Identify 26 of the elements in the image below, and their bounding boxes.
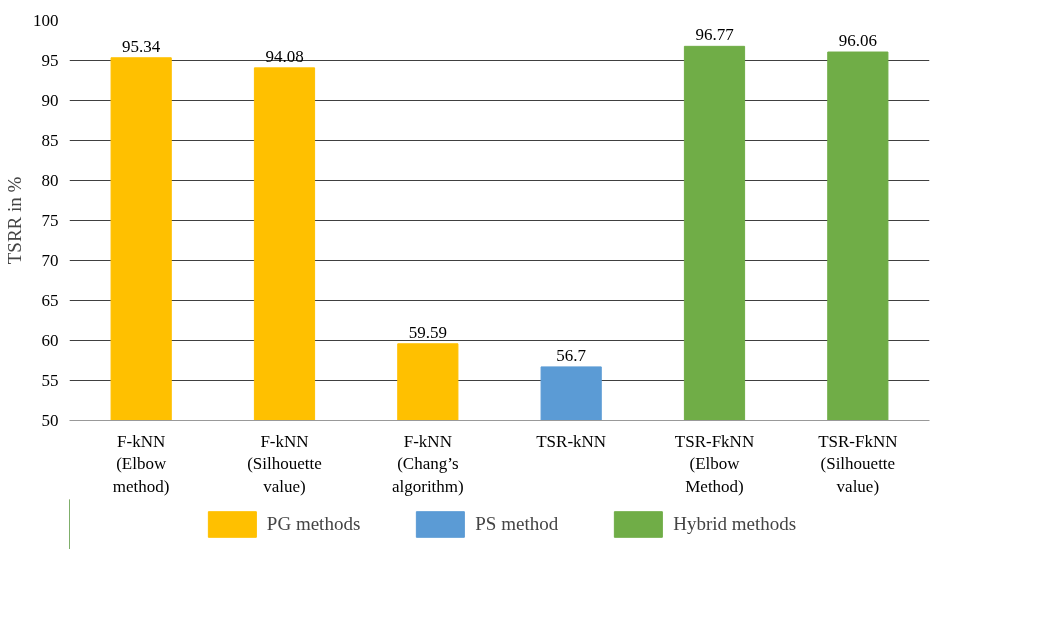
y-tick-label: 65: [41, 291, 59, 310]
legend-label: Hybrid methods: [673, 513, 797, 535]
data-label: 96.06: [838, 31, 877, 51]
x-tick-label: F-kNN (Elbow method): [112, 431, 170, 497]
y-tick-label: 90: [41, 91, 59, 110]
x-tick-label: TSR-FkNN (Elbow Method): [674, 431, 755, 497]
y-tick-label: 50: [41, 411, 59, 430]
y-tick-label: 75: [41, 211, 59, 230]
y-tick-label: 55: [41, 371, 59, 390]
data-label: 59.59: [408, 322, 447, 342]
x-tick-label: F-kNN (Silhouette value): [247, 431, 322, 497]
data-label: 56.7: [556, 345, 587, 365]
y-tick-label: 85: [41, 131, 59, 150]
y-tick-label: 95: [41, 51, 59, 70]
y-tick-label: 60: [41, 331, 59, 350]
y-tick-label: 80: [41, 171, 59, 190]
legend-label: PG methods: [266, 513, 361, 535]
data-label: 95.34: [122, 36, 161, 56]
y-tick-label: 70: [41, 251, 59, 270]
x-tick-label: TSR-kNN: [536, 431, 607, 451]
legend-label: PS method: [475, 513, 559, 535]
y-tick-label: 100: [33, 11, 59, 30]
x-tick-label: F-kNN (Chang’s algorithm): [391, 431, 464, 497]
data-label: 96.77: [695, 25, 735, 45]
x-tick-label: TSR-FkNN (Silhouette value): [818, 431, 898, 497]
y-axis-title: TSRR in %: [4, 176, 25, 265]
